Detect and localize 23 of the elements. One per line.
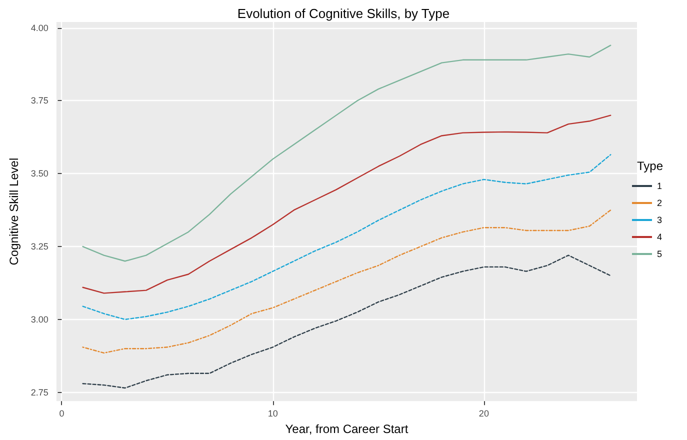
legend-label: 5: [656, 249, 662, 259]
y-tick-label: 2.75: [30, 387, 48, 398]
x-tick-label: 0: [59, 408, 64, 419]
chart-title: Evolution of Cognitive Skills, by Type: [237, 6, 450, 21]
x-axis-title: Year, from Career Start: [285, 422, 409, 436]
line-series: [82, 154, 612, 320]
y-tick-label: 3.25: [30, 242, 48, 252]
line-series: [82, 254, 612, 389]
y-tick-label: 3.75: [30, 96, 48, 106]
legend-label: 4: [656, 232, 662, 242]
legend-label: 1: [656, 181, 662, 191]
line-series: [82, 114, 612, 294]
legend-label: 2: [656, 198, 662, 208]
y-axis-title: Cognitive Skill Level: [7, 158, 21, 266]
y-tick-label: 3.00: [30, 314, 48, 324]
legend-label: 3: [656, 215, 662, 225]
line-series: [82, 44, 612, 262]
line-series: [82, 209, 612, 354]
y-tick-label: 4.00: [30, 22, 48, 33]
x-tick-label: 10: [268, 408, 278, 419]
legend-title: Type: [636, 159, 664, 173]
y-tick-label: 3.50: [30, 168, 48, 179]
x-tick-label: 20: [478, 408, 489, 419]
